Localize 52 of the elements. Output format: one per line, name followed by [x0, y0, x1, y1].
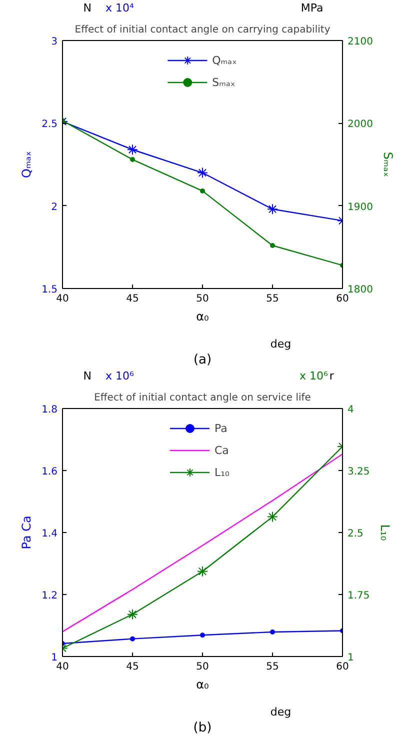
y2-axis-title: Sₘₐₓ [380, 152, 395, 178]
x-tick-label: 55 [266, 294, 279, 304]
text: (a) [193, 352, 212, 368]
y-axis-title: Qₘₐₓ [20, 151, 34, 178]
text: N [83, 370, 92, 382]
y-tick-label: 1 [51, 652, 58, 664]
legend-label: Pa [214, 422, 228, 434]
x-tick-label: 60 [336, 294, 349, 304]
y-tick-label: 3 [51, 36, 58, 48]
y2-tick-label: 1 [348, 652, 354, 664]
legend-label: Qₘₐₓ [212, 54, 237, 66]
y2-tick-label: 4 [348, 404, 354, 416]
y-tick-label: 1.8 [42, 404, 58, 416]
legend-label: Sₘₐₓ [212, 76, 236, 88]
x-tick-label: 40 [56, 294, 69, 304]
y2-tick-label: 3.25 [348, 466, 370, 478]
y-tick-label: 1.5 [42, 284, 58, 296]
text: (b) [193, 720, 212, 736]
y2-axis-title: L₁₀ [378, 524, 392, 541]
x-axis-title: α₀ [196, 310, 210, 324]
y-tick-label: 2.5 [42, 119, 58, 130]
y2-tick-label: 1800 [348, 284, 373, 296]
legend-label: Ca [214, 444, 230, 456]
text: x 10⁶ [300, 370, 329, 382]
y-tick-label: 1.2 [42, 590, 58, 602]
chart-title: Effect of initial contact angle on service life [94, 392, 311, 404]
y2-tick-label: 1900 [348, 202, 373, 213]
text: deg [270, 706, 292, 718]
x-tick-label: 50 [196, 294, 209, 304]
text: N [83, 2, 92, 14]
y-tick-label: 1.6 [42, 466, 58, 478]
x-tick-label: 60 [336, 662, 349, 672]
text: x 10⁶ [105, 370, 134, 382]
y-tick-label: 1.4 [42, 528, 58, 540]
y2-tick-label: 1.75 [348, 590, 370, 602]
y2-tick-label: 2.5 [348, 528, 364, 540]
x-tick-label: 55 [266, 662, 279, 672]
chart-title: Effect of initial contact angle on carrying capability [74, 24, 330, 36]
y2-tick-label: 2000 [348, 119, 373, 130]
x-tick-label: 40 [56, 662, 69, 672]
x-tick-label: 45 [126, 294, 139, 304]
y2-tick-label: 2100 [348, 36, 373, 48]
legend-label: L₁₀ [214, 466, 230, 478]
x-axis-title: α₀ [196, 678, 210, 692]
x-tick-label: 50 [196, 662, 209, 672]
y-axis-title: Pa Ca [20, 516, 34, 550]
text: x 10⁴ [105, 2, 134, 14]
text: r [329, 370, 334, 382]
text: MPa [300, 2, 324, 14]
x-tick-label: 45 [126, 662, 139, 672]
text: deg [270, 338, 292, 350]
y-tick-label: 2 [51, 202, 58, 213]
